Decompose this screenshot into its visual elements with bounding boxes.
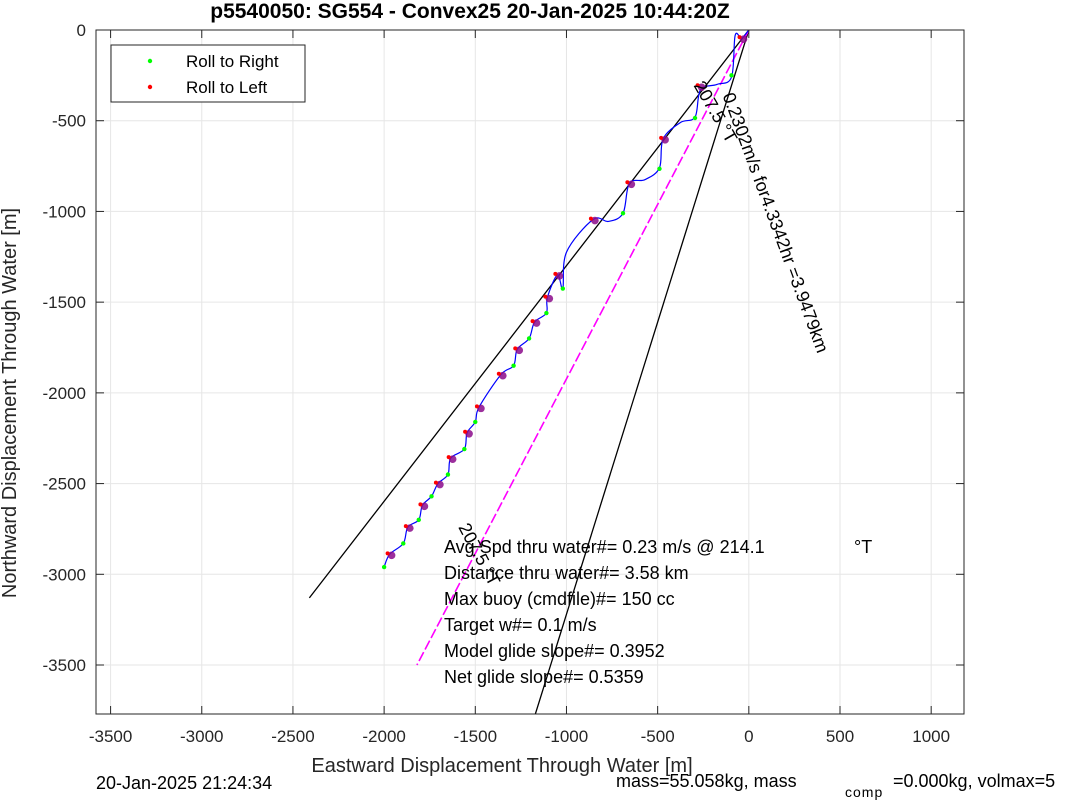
x-tick-label: -2500: [271, 727, 314, 746]
legend-label-roll-right: Roll to Right: [186, 52, 279, 71]
roll-right-point: [560, 286, 566, 291]
apex-marker: [420, 502, 429, 511]
x-tick-label: -3500: [89, 727, 132, 746]
apex-marker: [465, 429, 473, 438]
roll-left-point: [403, 524, 408, 529]
roll-right-point: [401, 541, 406, 546]
line-mean-heading: [416, 30, 750, 666]
x-tick-label: -500: [641, 727, 675, 746]
annotation-net-glide-slope: Net glide slope#= 0.5359: [444, 667, 644, 687]
roll-right-point: [462, 446, 467, 452]
x-tick-label: 0: [744, 727, 753, 746]
plot-area: [96, 30, 964, 714]
roll-left-point: [446, 455, 451, 460]
roll-right-point: [657, 166, 662, 171]
apex-marker: [515, 346, 524, 355]
y-tick-label: -1500: [43, 293, 86, 312]
roll-right-point: [416, 517, 421, 523]
x-tick-label: -2000: [362, 727, 405, 746]
x-tick-label: -1500: [454, 727, 497, 746]
roll-left-point: [695, 83, 700, 88]
roll-right-point: [544, 310, 549, 316]
roll-right-point: [692, 115, 698, 121]
roll-left-point: [553, 271, 558, 276]
apex-marker: [697, 83, 706, 92]
roll-left-point: [474, 404, 479, 409]
annotation-target-w: Target w#= 0.1 m/s: [444, 615, 597, 635]
y-ticks: 0 -500 -1000 -1500 -2000 -2500 -3000 -3500: [43, 21, 964, 675]
stats-annotation: Avg Spd thru water#= 0.23 m/s @ 214.1 °T…: [444, 537, 872, 687]
y-axis-label: Northward Displacement Through Water [m]: [0, 208, 21, 598]
legend: Roll to Right Roll to Left: [110, 44, 306, 103]
roll-left-point: [385, 551, 390, 556]
roll-left-point: [513, 346, 518, 351]
x-axis-label: Eastward Displacement Through Water [m]: [311, 755, 692, 777]
roll-left-point: [418, 502, 423, 507]
roll-left-point: [543, 294, 548, 299]
roll-left-point: [463, 429, 468, 434]
chart-title: p5540050: SG554 - Convex25 20-Jan-2025 1…: [210, 0, 730, 23]
apex-marker: [545, 294, 554, 303]
footer-mass-tail: =0.000kg, volmax=5: [893, 771, 1055, 791]
x-tick-label: -1000: [545, 727, 588, 746]
x-tick-label: 500: [826, 727, 854, 746]
apex-marker: [448, 455, 457, 463]
annotation-max-buoy: Max buoy (cmdfile)#= 150 cc: [444, 589, 675, 609]
y-tick-label: -500: [52, 112, 86, 131]
y-tick-label: -2500: [43, 475, 86, 494]
annotation-degT: °T: [854, 537, 872, 557]
roll-right-point: [620, 211, 626, 216]
roll-right-points: [381, 73, 734, 570]
y-tick-label: 0: [77, 21, 86, 40]
apex-marker: [387, 551, 396, 560]
plot-frame: [95, 29, 965, 715]
legend-label-roll-left: Roll to Left: [186, 78, 268, 97]
annotation-distance: Distance thru water#= 3.58 km: [444, 563, 689, 583]
x-tick-label: -3000: [180, 727, 223, 746]
footer-mass-subscript: comp: [845, 784, 883, 800]
apex-marker: [406, 524, 414, 532]
footer-timestamp: 20-Jan-2025 21:24:34: [96, 773, 272, 793]
roll-left-point: [530, 319, 535, 324]
roll-left-point: [433, 480, 438, 485]
annotation-model-glide-slope: Model glide slope#= 0.3952: [444, 641, 665, 661]
apex-marker: [627, 180, 636, 189]
roll-left-point: [737, 35, 742, 40]
roll-left-point: [625, 180, 630, 185]
apex-marker: [532, 319, 541, 327]
legend-marker-roll-left: [147, 84, 153, 90]
roll-right-point: [729, 73, 734, 78]
apex-marker: [555, 272, 564, 280]
apex-marker: [499, 371, 507, 380]
apex-marker: [436, 480, 444, 489]
roll-left-point: [588, 216, 593, 221]
roll-right-point: [473, 419, 478, 425]
roll-right-point: [511, 363, 516, 368]
apex-marker: [739, 35, 748, 43]
x-tick-label: 1000: [912, 727, 950, 746]
apex-marker: [661, 136, 669, 144]
roll-right-point: [429, 494, 434, 499]
roll-right-point: [381, 564, 387, 570]
roll-left-point: [659, 135, 664, 140]
roll-right-point: [445, 472, 451, 477]
y-tick-label: -3000: [43, 565, 86, 584]
line-upper-bound: [308, 30, 750, 599]
legend-marker-roll-right: [147, 58, 153, 64]
y-tick-label: -1000: [43, 202, 86, 221]
roll-left-point: [496, 371, 501, 376]
apex-marker: [477, 404, 485, 413]
annotation-avg-speed: Avg Spd thru water#= 0.23 m/s @ 214.1: [444, 537, 765, 557]
bound-lines: [308, 30, 750, 714]
y-tick-label: -3500: [43, 656, 86, 675]
roll-right-point: [526, 336, 532, 341]
legend-box: [110, 44, 306, 103]
apex-marker: [591, 216, 599, 225]
y-tick-label: -2000: [43, 384, 86, 403]
line-lower-bound: [534, 30, 750, 714]
x-ticks: -3500 -3000 -2500 -2000 -1500 -1000 -500 0 500 10…: [89, 30, 950, 746]
roll-left-points: [385, 35, 742, 556]
footer-mass: mass=55.058kg, mass: [616, 771, 797, 791]
